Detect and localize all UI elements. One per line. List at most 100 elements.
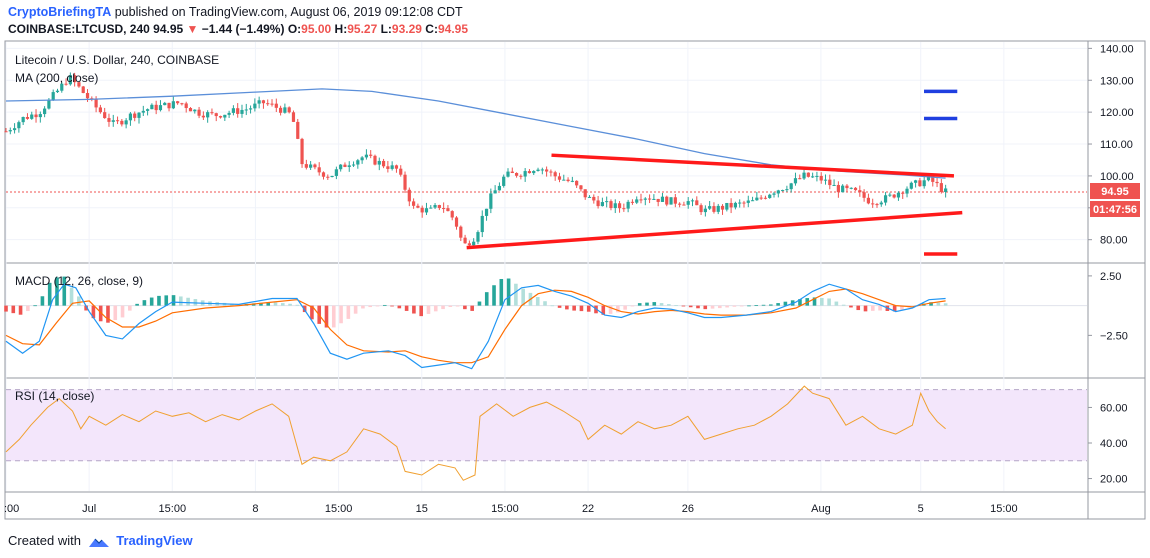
- candle-up: [476, 232, 480, 242]
- candle-down: [296, 121, 300, 139]
- published-text: published on TradingView.com, August 06,…: [114, 5, 463, 19]
- candle-up: [351, 164, 356, 166]
- candle-up: [785, 189, 789, 191]
- macd-histogram-bar: [426, 305, 431, 314]
- macd-histogram-bar: [557, 305, 562, 308]
- candle-up: [613, 203, 617, 209]
- price-tag-label: 94.95: [1101, 186, 1129, 198]
- candle-up: [309, 164, 313, 168]
- candle-up: [755, 197, 759, 201]
- macd-histogram-bar: [499, 278, 504, 306]
- trendline-lower: [466, 210, 963, 250]
- macd-histogram-bar: [26, 305, 30, 312]
- candle-down: [678, 203, 682, 205]
- price-axis-tick-label: 120.00: [1100, 107, 1134, 119]
- candle-up: [905, 188, 909, 194]
- candle-down: [459, 226, 463, 238]
- time-axis-tick-label: Aug: [811, 503, 831, 515]
- macd-histogram-bar: [572, 305, 576, 311]
- macd-histogram-bar: [353, 305, 358, 314]
- macd-histogram-bar: [62, 276, 67, 306]
- candle-up: [562, 179, 566, 181]
- ohlc-line: COINBASE:LTCUSD, 240 94.95 ▼ −1.44 (−1.4…: [8, 22, 468, 36]
- candle-up: [888, 194, 892, 196]
- candle-up: [502, 176, 506, 186]
- chart-header: CryptoBriefingTA published on TradingVie…: [0, 0, 1150, 40]
- macd-histogram-bar: [390, 305, 394, 307]
- candle-up: [780, 190, 785, 192]
- rsi-band: [6, 389, 1087, 461]
- candle-up: [244, 109, 248, 111]
- candle-up: [480, 215, 484, 233]
- symbol-label: COINBASE:LTCUSD, 240: [8, 22, 150, 36]
- candle-up: [669, 197, 673, 205]
- candle-down: [197, 109, 201, 116]
- time-axis-tick-label: 15:00: [990, 503, 1018, 515]
- candle-up: [171, 101, 175, 109]
- candle-up: [360, 157, 364, 161]
- ma-200-line: [5, 88, 946, 179]
- price-axis-tick-label: 130.00: [1100, 75, 1134, 87]
- macd-histogram-bar: [463, 305, 467, 310]
- last-price: 94.95: [153, 22, 184, 36]
- candle-up: [484, 208, 489, 216]
- candle-up: [497, 185, 502, 191]
- candle-up: [733, 202, 737, 208]
- candle-up: [390, 165, 394, 169]
- macd-histogram-bar: [543, 301, 547, 306]
- high-value: 95.27: [347, 22, 378, 36]
- macd-histogram-bar: [710, 305, 715, 309]
- macd-histogram-bar: [412, 305, 416, 314]
- candle-down: [583, 189, 587, 198]
- candle-up: [21, 117, 25, 123]
- candle-down: [343, 164, 347, 167]
- macd-histogram-bar: [455, 305, 460, 307]
- candle-down: [184, 103, 188, 109]
- macd-histogram-bar: [120, 305, 125, 318]
- macd-histogram-bar: [747, 305, 751, 307]
- candle-up: [605, 201, 609, 203]
- macd-histogram-bar: [637, 303, 642, 306]
- macd-histogram-bar: [769, 304, 773, 306]
- macd-histogram-bar: [776, 303, 780, 306]
- candle-down: [931, 175, 935, 182]
- candle-down: [463, 237, 467, 244]
- candle-up: [377, 160, 381, 165]
- candle-down: [729, 202, 733, 208]
- macd-histogram-bar: [368, 305, 373, 308]
- candle-down: [64, 83, 68, 85]
- candle-down: [682, 204, 686, 206]
- candle-up: [30, 114, 34, 119]
- macd-pane: [4, 276, 1087, 370]
- candle-up: [922, 180, 926, 187]
- candle-down: [819, 175, 823, 181]
- macd-histogram-bar: [586, 305, 591, 312]
- candle-down: [853, 187, 858, 191]
- macd-histogram-bar: [4, 305, 8, 312]
- macd-histogram-bar: [929, 302, 933, 306]
- candle-down: [167, 102, 171, 109]
- macd-histogram-bar: [280, 303, 285, 306]
- candle-down: [939, 183, 943, 192]
- candle-down: [862, 192, 866, 198]
- candle-down: [549, 171, 553, 173]
- candle-up: [716, 205, 720, 212]
- candle-up: [493, 190, 497, 194]
- macd-histogram-bar: [601, 305, 606, 315]
- macd-histogram-bar: [375, 305, 380, 307]
- time-axis-tick-label: 22: [582, 503, 594, 515]
- chart-canvas[interactable]: 80.00 100.00 110.00 120.00 130.00 140.00 2.50 −…: [0, 40, 1150, 528]
- chart-frame: [4, 40, 1146, 520]
- candle-down: [266, 103, 270, 105]
- candle-up: [51, 92, 55, 100]
- macd-legend: MACD (12, 26, close, 9): [15, 274, 143, 288]
- macd-histogram-bar: [40, 296, 45, 306]
- candle-up: [626, 201, 630, 209]
- price-pane: [4, 72, 1087, 256]
- candle-up: [802, 172, 806, 179]
- macd-histogram-bar: [718, 305, 722, 309]
- candle-down: [85, 92, 90, 99]
- footer-brand-link[interactable]: TradingView: [116, 533, 193, 548]
- candle-up: [17, 122, 21, 129]
- publisher-link[interactable]: CryptoBriefingTA: [8, 5, 112, 19]
